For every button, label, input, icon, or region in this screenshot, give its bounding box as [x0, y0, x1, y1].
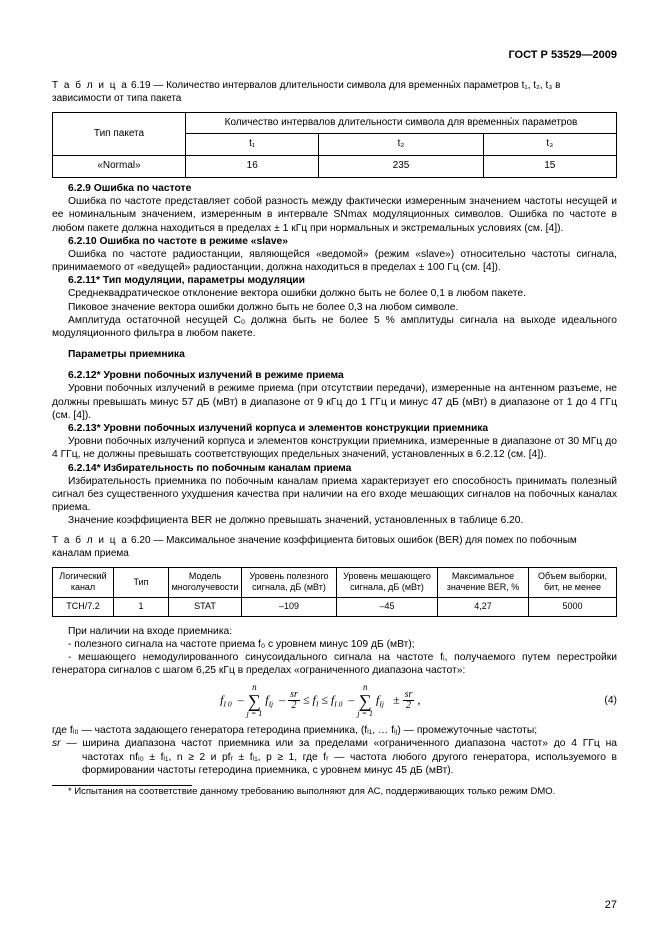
caption-rest-620: 6.20 — Максимальное значение коэффициент…: [52, 535, 577, 559]
p-6211-1: Среднеквадратическое отклонение вектора …: [52, 287, 617, 300]
td-v3: 15: [483, 156, 616, 178]
c1: Логический канал: [53, 567, 114, 597]
th-t2: t₂: [319, 134, 483, 156]
after-620: При наличии на входе приемника: - полезн…: [52, 625, 617, 678]
section-629: 6.2.9 Ошибка по частоте Ошибка по частот…: [52, 182, 617, 235]
caption-rest: 6.19 — Количество интервалов длительност…: [52, 80, 560, 104]
where-block: где fᵢ₀ — частота задающего генератора г…: [52, 724, 617, 777]
td-v2: 235: [319, 156, 483, 178]
th-count: Количество интервалов длительности симво…: [186, 112, 617, 134]
table-620-caption: Т а б л и ц а 6.20 — Максимальное значен…: [52, 535, 617, 561]
formula-number: (4): [589, 694, 617, 707]
p-629-1: Ошибка по частоте представляет собой раз…: [52, 195, 617, 235]
where-l1: где fᵢ₀ — частота задающего генератора г…: [52, 724, 617, 737]
formula-body: fI 0 – n∑j = 1 fIj – sr2 ≤ fI ≤ fI 0 – n…: [52, 683, 589, 718]
heading-6214: 6.2.14* Избирательность по побочным кана…: [52, 462, 617, 475]
heading-6212: 6.2.12* Уровни побочных излучений в режи…: [52, 369, 617, 382]
c7: Объем выборки, бит, не менее: [529, 567, 617, 597]
receiver-title: Параметры приемника: [52, 348, 617, 361]
section-6213: 6.2.13* Уровни побочных излучений корпус…: [52, 422, 617, 462]
section-6210: 6.2.10 Ошибка по частоте в режиме «slave…: [52, 235, 617, 275]
formula-4: fI 0 – n∑j = 1 fIj – sr2 ≤ fI ≤ fI 0 – n…: [52, 683, 617, 718]
p-6214-2: Значение коэффициента BER не должно прев…: [52, 514, 617, 527]
caption-spaced-620: Т а б л и ц а: [52, 535, 128, 546]
v7: 5000: [529, 597, 617, 616]
page-number: 27: [605, 898, 617, 912]
page: ГОСТ Р 53529—2009 Т а б л и ц а 6.19 — К…: [0, 0, 661, 936]
p-6211-3: Амплитуда остаточной несущей C₀ должна б…: [52, 314, 617, 340]
v3: STAT: [169, 597, 242, 616]
c4: Уровень полезного сигнала, дБ (мВт): [242, 567, 337, 597]
p-6212-1: Уровни побочных излучений в режиме прием…: [52, 382, 617, 422]
td-v1: 16: [186, 156, 319, 178]
p-6214-1: Избирательность приемника по побочным ка…: [52, 475, 617, 515]
th-pack: Тип пакета: [53, 112, 186, 156]
table-619: Тип пакета Количество интервалов длитель…: [52, 112, 617, 178]
section-6214: 6.2.14* Избирательность по побочным кана…: [52, 462, 617, 528]
heading-629: 6.2.9 Ошибка по частоте: [52, 182, 617, 195]
standard-code: ГОСТ Р 53529—2009: [52, 48, 617, 62]
table-619-caption: Т а б л и ц а 6.19 — Количество интервал…: [52, 80, 617, 106]
where-l2: sr — ширина диапазона частот приемника и…: [52, 737, 617, 777]
receiver-block: Параметры приемника: [52, 348, 617, 361]
b2: - мешающего немодулированного синусоидал…: [52, 651, 617, 677]
b1: - полезного сигнала на частоте приема f₀…: [52, 638, 617, 651]
table-620: Логический канал Тип Модель многолучевос…: [52, 567, 617, 617]
td-pack: «Normal»: [53, 156, 186, 178]
p-6213-1: Уровни побочных излучений корпуса и элем…: [52, 435, 617, 461]
th-t3: t₃: [483, 134, 616, 156]
intro: При наличии на входе приемника:: [52, 625, 617, 638]
c5: Уровень мешающего сигнала, дБ (мВт): [337, 567, 438, 597]
v6: 4,27: [438, 597, 529, 616]
heading-6210: 6.2.10 Ошибка по частоте в режиме «slave…: [52, 235, 617, 248]
v4: –109: [242, 597, 337, 616]
v5: –45: [337, 597, 438, 616]
section-6212: 6.2.12* Уровни побочных излучений в режи…: [52, 369, 617, 422]
heading-6213: 6.2.13* Уровни побочных излучений корпус…: [52, 422, 617, 435]
p-6210-1: Ошибка по частоте радиостанции, являющей…: [52, 248, 617, 274]
section-6211: 6.2.11* Тип модуляции, параметры модуляц…: [52, 274, 617, 340]
v1: TCH/7.2: [53, 597, 114, 616]
heading-6211: 6.2.11* Тип модуляции, параметры модуляц…: [52, 274, 617, 287]
v2: 1: [114, 597, 169, 616]
c3: Модель многолучевости: [169, 567, 242, 597]
c6: Максимальное значение BER, %: [438, 567, 529, 597]
p-6211-2: Пиковое значение вектора ошибки должно б…: [52, 301, 617, 314]
footnote-text: * Испытания на соответствие данному треб…: [52, 786, 617, 798]
caption-spaced: Т а б л и ц а: [52, 80, 128, 91]
th-t1: t₁: [186, 134, 319, 156]
c2: Тип: [114, 567, 169, 597]
